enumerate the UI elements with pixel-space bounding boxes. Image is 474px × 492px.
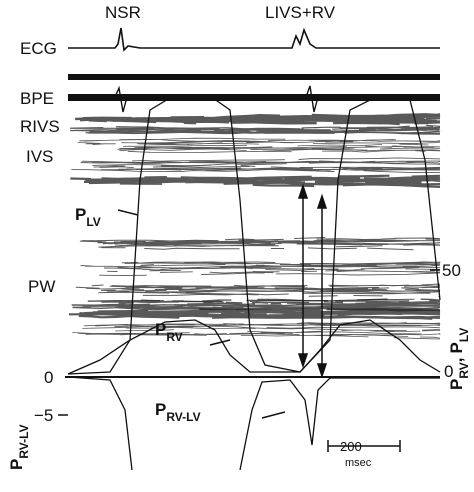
left-axis-title: PRV-LV	[7, 424, 31, 470]
right-axis-title: PRV,PLV	[447, 328, 471, 390]
axis-label: 50	[442, 261, 461, 280]
echo-texture	[69, 124, 441, 135]
echo-texture	[70, 174, 441, 188]
subscript: RV	[457, 362, 471, 378]
echo-texture	[77, 137, 441, 154]
scale-unit: msec	[345, 457, 372, 469]
label: RIVS	[20, 117, 60, 136]
label: NSR	[105, 3, 141, 22]
symbol: P	[447, 379, 466, 390]
p-lv-label: PLV	[75, 205, 101, 229]
symbol: P	[155, 400, 166, 419]
symbol: P	[155, 320, 166, 339]
axis-label: 0	[44, 368, 53, 387]
echo-mmode	[68, 113, 441, 340]
label: IVS	[26, 147, 53, 166]
subscript: RV	[166, 330, 182, 344]
subscript: RV-LV	[166, 410, 200, 424]
p-rv-trace	[67, 319, 441, 375]
echo-texture	[68, 307, 441, 320]
label: BPE	[20, 89, 54, 108]
echo-texture	[80, 261, 441, 277]
echo-texture	[72, 322, 441, 340]
p-rv-label: PRV	[155, 320, 183, 344]
subscript: LV	[86, 215, 100, 229]
axis-label: 0	[444, 362, 453, 381]
scale-bar	[327, 440, 401, 452]
p-rv-lv-label: PRV-LV	[155, 400, 201, 424]
bpe-trace	[114, 85, 319, 113]
echo-band	[68, 94, 440, 101]
arrows	[117, 183, 328, 419]
echo-texture	[71, 157, 441, 174]
echo-texture	[79, 237, 441, 251]
symbol: P	[447, 342, 466, 353]
subscript: LV	[457, 328, 471, 342]
axis-label: −5	[34, 406, 53, 425]
label: PW	[28, 277, 55, 296]
ecg-trace	[68, 27, 440, 52]
p-rv-lv-trace	[67, 376, 440, 471]
symbol: P	[75, 205, 86, 224]
separator: ,	[447, 357, 466, 362]
echo-texture	[75, 113, 441, 126]
subscript: RV-LV	[17, 424, 31, 458]
symbol: P	[7, 459, 26, 470]
scale-value: 200	[340, 439, 362, 454]
label: ECG	[20, 39, 57, 58]
echo-band	[68, 74, 440, 80]
p-lv-trace	[67, 94, 441, 375]
label: LIVS+RV	[265, 3, 336, 22]
